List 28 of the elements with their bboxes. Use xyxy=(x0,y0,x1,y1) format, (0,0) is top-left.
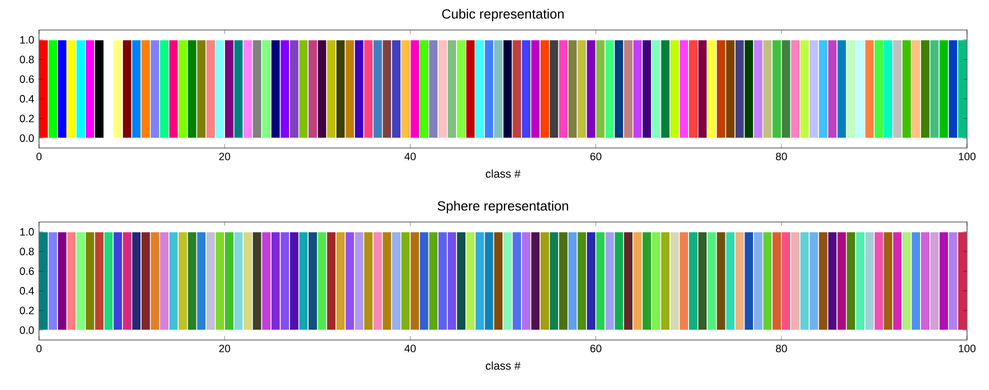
x-tick-label: 0 xyxy=(36,152,42,160)
y-tick-label: 0.4 xyxy=(20,287,34,295)
y-tick-label: 1.0 xyxy=(20,228,34,236)
x-tick-label: 60 xyxy=(590,152,602,160)
x-axis-title: class # xyxy=(486,361,521,370)
chart-title: Cubic representation xyxy=(442,8,564,22)
y-tick-label: 0.8 xyxy=(20,248,34,256)
y-tick-label: 0.0 xyxy=(20,326,34,334)
x-tick-label: 20 xyxy=(219,344,230,352)
x-tick-label: 100 xyxy=(958,152,976,160)
x-axis-title: class # xyxy=(486,169,521,178)
y-tick-label: 0.6 xyxy=(20,75,34,83)
x-tick-label: 80 xyxy=(776,344,787,352)
y-tick-label: 0.2 xyxy=(20,114,34,122)
x-tick-label: 80 xyxy=(776,152,787,160)
x-tick-label: 60 xyxy=(590,344,602,352)
x-tick-label: 100 xyxy=(958,344,976,352)
y-tick-label: 0.8 xyxy=(20,56,34,64)
x-tick-label: 40 xyxy=(404,344,416,352)
chart-title: Sphere representation xyxy=(438,200,568,214)
x-tick-label: 40 xyxy=(404,152,416,160)
y-tick-label: 0.0 xyxy=(20,134,34,142)
x-tick-label: 0 xyxy=(36,344,42,352)
x-tick-label: 20 xyxy=(219,152,230,160)
y-tick-label: 1.0 xyxy=(20,36,34,44)
y-tick-label: 0.4 xyxy=(20,95,34,103)
y-tick-label: 0.2 xyxy=(20,306,34,314)
y-tick-label: 0.6 xyxy=(20,267,34,275)
